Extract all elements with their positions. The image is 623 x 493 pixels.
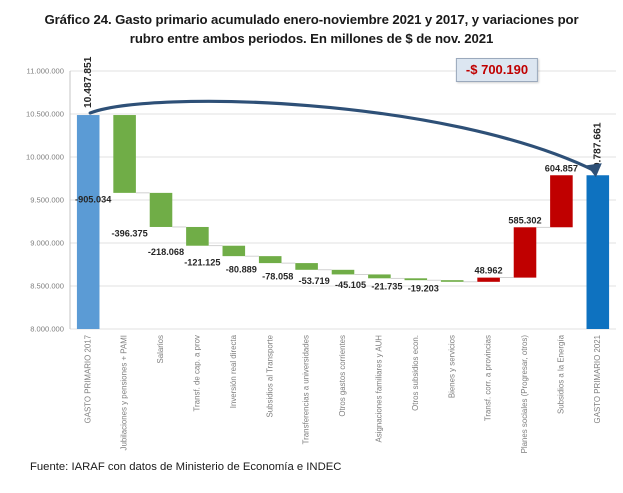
bar-decrease[interactable]	[258, 256, 282, 264]
x-axis-tick-label: GASTO PRIMARIO 2017	[83, 335, 92, 423]
decrease-value-label: -121.125	[184, 258, 220, 268]
x-axis-tick-label: Asignaciones familiares y AUH	[374, 335, 383, 443]
decrease-value-label: -80.889	[226, 265, 257, 275]
x-axis-tick-label: Subsidios a la Energía	[556, 334, 565, 414]
decrease-value-label: -53.719	[299, 276, 330, 286]
x-axis-tick-label: Otros subsidios econ.	[411, 335, 420, 411]
bar-increase[interactable]	[477, 277, 500, 282]
bar-decrease[interactable]	[368, 274, 391, 279]
bar-decrease[interactable]	[295, 263, 318, 270]
decrease-value-label: -19.203	[408, 283, 439, 293]
trend-arrow-head	[586, 163, 602, 178]
y-axis-tick-label: 8.500.000	[30, 282, 64, 291]
bar-decrease[interactable]	[331, 269, 355, 275]
bar-decrease[interactable]	[113, 115, 136, 193]
bar-decrease[interactable]	[149, 192, 173, 227]
total-value-label: 9.787.661	[593, 122, 604, 168]
decrease-value-label: -78.058	[262, 271, 293, 281]
decrease-value-label: -396.375	[111, 228, 147, 238]
x-axis-tick-label: Planes sociales (Progresar, otros)	[520, 335, 529, 454]
net-change-callout: -$ 700.190	[455, 58, 539, 82]
bar-increase[interactable]	[513, 227, 537, 278]
x-axis-tick-label: Salarios	[156, 335, 165, 364]
bar-decrease[interactable]	[404, 278, 428, 281]
y-axis-tick-label: 10.500.000	[26, 110, 64, 119]
decrease-value-label: -45.105	[335, 280, 366, 290]
y-axis-tick-label: 11.000.000	[27, 67, 64, 76]
increase-value-label: 48.962	[475, 266, 503, 276]
trend-arrow-curve	[88, 99, 598, 173]
x-axis-tick-label: Bienes y servicios	[447, 335, 456, 398]
y-axis-tick-label: 9.000.000	[30, 239, 64, 248]
source-note: Fuente: IARAF con datos de Ministerio de…	[30, 461, 342, 473]
x-axis-tick-label: Transf. corr. a provincias	[484, 335, 493, 421]
chart-title: Gráfico 24. Gasto primario acumulado ene…	[44, 12, 579, 47]
x-axis-tick-label: GASTO PRIMARIO 2021	[593, 335, 602, 423]
x-axis-tick-label: Transferencias a universidades	[302, 335, 311, 444]
x-axis-tick-label: Otros gastos corrientes	[338, 335, 347, 417]
x-axis-tick-label: Transf. de cap. a prov	[192, 335, 201, 412]
decrease-value-label: -218.068	[148, 247, 184, 257]
decrease-value-label: -21.735	[371, 282, 402, 292]
decrease-value-label: -905.034	[75, 194, 112, 204]
y-axis-tick-label: 10.000.000	[26, 153, 64, 162]
bar-increase[interactable]	[550, 175, 573, 228]
y-axis-tick-label: 9.500.000	[30, 196, 64, 205]
y-axis-tick-label: 8.000.000	[30, 325, 64, 334]
bar-decrease[interactable]	[186, 226, 209, 246]
x-axis-tick-label: Inversión real directa	[229, 334, 238, 408]
increase-value-label: 585.302	[508, 215, 541, 225]
bar-total[interactable]	[586, 175, 610, 329]
bar-total[interactable]	[76, 115, 100, 329]
bar-decrease[interactable]	[222, 245, 246, 257]
x-axis-tick-label: Subsidios al Transporte	[265, 334, 274, 417]
increase-value-label: 604.857	[545, 163, 578, 173]
total-value-label: 10.487.851	[83, 56, 94, 108]
x-axis-tick-label: Jubilaciones y pensiones + PAMI	[120, 335, 129, 450]
bar-decrease[interactable]	[440, 280, 464, 282]
